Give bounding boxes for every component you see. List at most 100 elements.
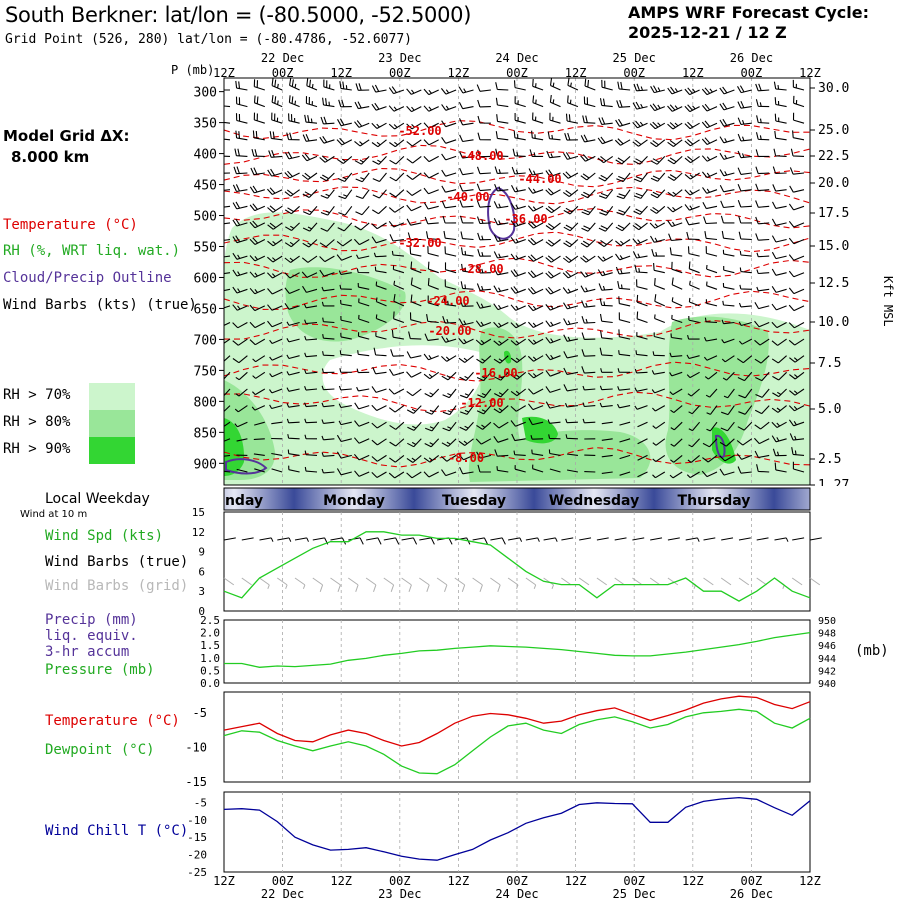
cross-section-wind-barb <box>235 371 248 381</box>
height-tick-label: 30.0 <box>818 81 849 96</box>
cross-section-wind-barb <box>789 371 805 380</box>
cross-section-wind-barb <box>494 371 509 381</box>
cross-section-wind-barb <box>792 112 805 124</box>
cross-section-wind-barb <box>286 418 300 424</box>
cross-section-wind-barb <box>304 369 318 375</box>
cross-section-wind-barb <box>253 79 265 91</box>
cross-section-wind-barb <box>476 283 491 291</box>
model-grid-value: 8.000 km <box>11 148 90 166</box>
wind-barb-grid <box>436 577 448 592</box>
cross-section-wind-barb <box>703 216 718 225</box>
cross-section-wind-barb <box>423 202 439 210</box>
cross-section-wind-barb <box>755 99 770 108</box>
cross-section-wind-barb <box>686 231 700 241</box>
cross-section-wind-barb <box>407 438 422 448</box>
cross-section-height-ticks: 30.0 25.0 22.5 20.0 17.5 15.0 12.5 10.0 7.5 5.0 2.… <box>810 81 849 493</box>
cross-section-wind-barb <box>633 83 648 92</box>
cross-section-wind-barb <box>719 136 735 144</box>
cross-section-wind-barb <box>494 183 509 192</box>
cross-section-wind-barb <box>460 405 474 415</box>
cross-section-wind-barb <box>671 277 683 290</box>
wind-barbs-grid-label: Wind Barbs (grid) <box>45 578 189 594</box>
cross-section-wind-barb <box>771 218 787 226</box>
cross-section-wind-barb <box>444 279 457 290</box>
wind-barb-true <box>525 537 540 542</box>
cross-section-wind-barb <box>224 338 231 344</box>
cross-section-wind-barb <box>667 205 683 213</box>
cross-section-wind-barb <box>354 402 370 410</box>
cross-section-wind-barb <box>565 113 579 124</box>
cross-section-wind-barb <box>667 86 683 95</box>
cross-section-wind-barb <box>267 272 283 279</box>
cross-section-wind-barb <box>771 405 787 413</box>
wind-speed-tick-label: 15 <box>192 506 205 519</box>
cross-section-wind-barb <box>441 120 457 128</box>
cross-section-wind-barb <box>321 419 335 424</box>
cross-section-wind-barb <box>756 115 770 124</box>
cross-section-wind-barb <box>371 84 387 93</box>
cross-section-wind-barb <box>371 139 387 148</box>
temperature-contour-label: -8.00 <box>448 451 484 465</box>
pressure-tick-label: 700 <box>194 333 217 348</box>
wind-at-10m-label: Wind at 10 m <box>20 509 88 520</box>
wind-barb-grid <box>614 577 625 586</box>
cross-section-wind-barb <box>354 139 370 147</box>
cross-section-wind-barb <box>371 222 387 230</box>
cross-section-wind-barb <box>475 320 492 328</box>
cross-section-wind-barb <box>704 371 718 380</box>
cross-section-wind-barb <box>406 388 422 397</box>
cross-section-wind-barb <box>618 329 631 340</box>
cross-section-wind-barb <box>286 371 300 376</box>
cross-section-wind-barb <box>302 285 318 293</box>
cross-section-wind-barb <box>373 347 387 357</box>
cross-section-wind-barb <box>687 246 700 257</box>
cross-section-wind-barb <box>338 205 353 216</box>
cross-section-wind-barb <box>529 149 544 157</box>
cross-section-wind-barb <box>319 155 335 163</box>
cross-section-wind-barb <box>789 433 805 441</box>
cross-section-wind-barb <box>224 138 231 141</box>
wind-barb-true <box>614 537 627 541</box>
cross-section-wind-barb <box>388 122 405 130</box>
cross-section-wind-barb <box>232 218 248 227</box>
cross-section-wind-barb <box>235 130 248 141</box>
cross-section-wind-barb <box>788 304 805 312</box>
wind-barb-grid <box>703 577 714 586</box>
cross-section-wind-barb <box>706 281 718 290</box>
wind-barb-grid <box>383 577 395 592</box>
cross-section-wind-barb <box>476 166 491 175</box>
pressure-tick-label: 600 <box>194 271 217 286</box>
cross-section-wind-barb <box>354 470 370 477</box>
cross-section-wind-barb <box>688 315 700 324</box>
cross-section-wind-barb <box>545 169 561 178</box>
cross-section-wind-barb <box>668 233 683 242</box>
cross-section-wind-barb <box>651 388 665 394</box>
cross-section-wind-barb <box>284 189 300 197</box>
cross-section-wind-barb <box>442 388 457 399</box>
cross-section-wind-barb <box>527 270 544 279</box>
cross-section-wind-barb <box>424 405 440 415</box>
cross-section-wind-barb <box>355 83 370 91</box>
cross-section-wind-barb <box>788 322 805 329</box>
cross-section-wind-barb <box>254 421 265 426</box>
cross-section-wind-barb <box>771 355 787 364</box>
cross-section-wind-barb <box>545 320 561 328</box>
cross-section-wind-barb <box>460 231 474 241</box>
cross-section-wind-barb <box>704 317 718 324</box>
cross-section-wind-barb <box>406 351 422 359</box>
cross-section-wind-barb <box>269 355 283 361</box>
cross-section-wind-barb <box>388 388 405 395</box>
bottom-time-tick-label: 00Z <box>389 874 411 888</box>
cross-section-wind-barb <box>304 450 318 456</box>
cross-section-wind-barb <box>688 438 701 448</box>
cross-section-wind-barb <box>249 237 266 245</box>
cross-section-wind-barb <box>441 335 457 343</box>
weekday-label: Tuesday <box>442 493 506 509</box>
cross-section-wind-barb <box>389 234 404 242</box>
cross-section-wind-barb <box>719 152 735 160</box>
cross-section-wind-barb <box>458 438 474 446</box>
cross-section-wind-barb <box>510 236 526 244</box>
cross-section-wind-barb <box>619 438 631 443</box>
cross-section-wind-barb <box>319 135 335 144</box>
cross-section-wind-barb <box>286 338 300 343</box>
